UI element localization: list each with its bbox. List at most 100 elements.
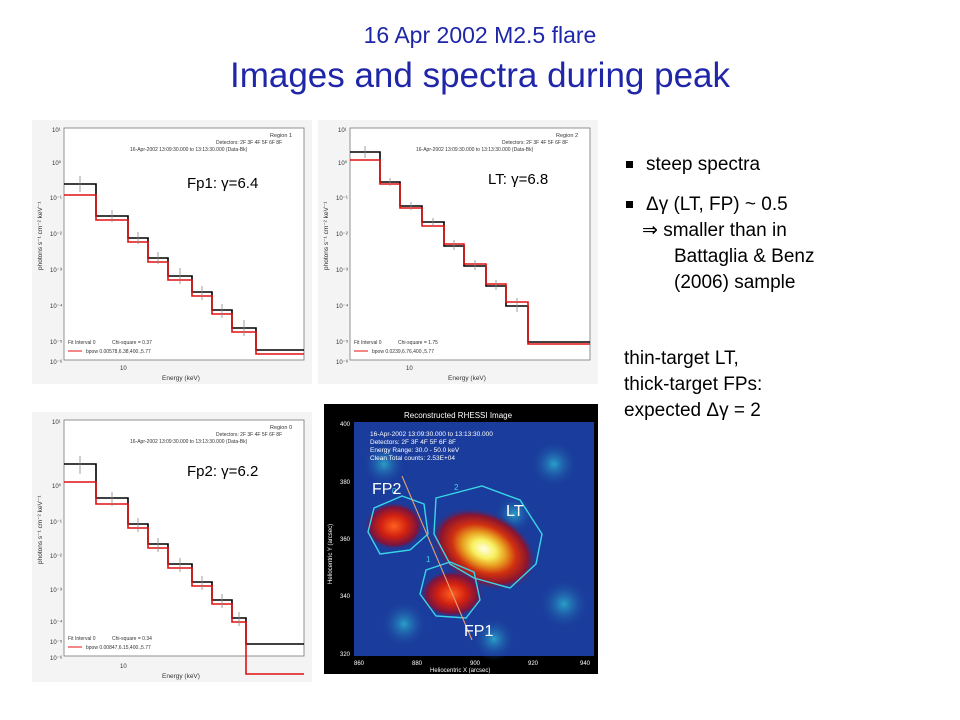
ytick-label: 380	[340, 480, 351, 486]
x-tick-label: 10	[406, 366, 413, 372]
image-info-line: Energy Range: 30.0 - 50.0 keV	[370, 447, 460, 454]
ytick-label: 10¹	[338, 128, 347, 134]
note-line: thin-target LT,	[624, 348, 739, 369]
image-info-line: Detectors: 2F 3F 4F 5F 6F 8F	[370, 439, 456, 446]
ytick-label: 10⁻³	[50, 588, 62, 594]
ytick-label: 340	[340, 594, 351, 600]
bullet-subtext: Battaglia & Benz	[674, 246, 815, 267]
spectrum-plot-lt: 10¹ 10⁰ 10⁻¹ 10⁻² 10⁻³ 10⁻⁴ 10⁻⁵ 10⁻⁶ ph…	[318, 120, 598, 384]
ytick-label: 10⁰	[52, 483, 62, 490]
ytick-label: 10⁻²	[336, 232, 348, 238]
ytick-label: 400	[340, 422, 351, 428]
chi-square-text: Chi-square = 0.37	[112, 340, 152, 346]
xtick-label: 900	[470, 661, 481, 667]
y-axis-label: photons s⁻¹ cm⁻² keV⁻¹	[37, 201, 44, 270]
error-bars	[364, 146, 518, 312]
region-label: Region 1	[270, 133, 292, 139]
model-text: bpow 0.00847,6.15,400.,5.77	[86, 645, 151, 651]
ytick-label: 10⁻⁶	[50, 655, 63, 662]
ytick-label: 10¹	[52, 128, 61, 134]
detectors-text: Detectors: 2F 3F 4F 5F 6F 8F	[216, 432, 282, 438]
chi-square-text: Chi-square = 0.34	[112, 636, 152, 642]
region-number: 1	[426, 555, 431, 564]
rhessi-image: 0 2 1 Reconstructed RHESSI Image 16-Apr-…	[324, 404, 598, 674]
ytick-label: 10⁻⁶	[50, 359, 63, 366]
gamma-label-fp1: Fp1: γ=6.4	[187, 175, 258, 192]
detectors-text: Detectors: 2F 3F 4F 5F 6F 8F	[216, 140, 282, 146]
ytick-label: 10⁻³	[336, 268, 348, 274]
image-title: Reconstructed RHESSI Image	[404, 411, 513, 420]
x-axis-label: Energy (keV)	[162, 375, 200, 382]
ytick-label: 10⁻⁴	[50, 303, 63, 310]
model-text: bpow 0.0239,6.76,400.,5.77	[372, 349, 434, 355]
detectors-text: Detectors: 2F 3F 4F 5F 6F 8F	[502, 140, 568, 146]
bullet-subtext: (2006) sample	[674, 272, 796, 293]
ytick-label: 10⁰	[52, 160, 62, 167]
xtick-label: 880	[412, 661, 423, 667]
fit-interval-text: Fit Interval 0	[68, 340, 96, 346]
ytick-label: 10⁻⁵	[336, 339, 349, 346]
lt-label: LT	[506, 503, 524, 520]
x-tick-label: 10	[120, 366, 127, 372]
fit-interval-text: Fit Interval 0	[354, 340, 382, 346]
bullet-item: steep spectra	[626, 152, 814, 178]
fp2-label: FP2	[372, 481, 401, 498]
gamma-label-fp2: Fp2: γ=6.2	[187, 463, 258, 480]
rhessi-image-panel: 0 2 1 Reconstructed RHESSI Image 16-Apr-…	[324, 404, 598, 674]
expectation-note: thin-target LT, thick-target FPs: expect…	[624, 346, 762, 424]
note-line: thick-target FPs:	[624, 374, 763, 395]
gamma-label-lt: LT: γ=6.8	[488, 171, 548, 188]
ytick-label: 10⁻¹	[50, 520, 62, 526]
ytick-label: 10⁰	[338, 160, 348, 167]
error-bars	[79, 456, 240, 626]
ytick-label: 10⁻⁵	[50, 339, 63, 346]
ytick-label: 10⁻¹	[336, 196, 348, 202]
x-tick-label: 10	[120, 664, 127, 670]
ytick-label: 10⁻⁴	[50, 619, 63, 626]
spectrum-plot-fp1: 10¹ 10⁰ 10⁻¹ 10⁻² 10⁻³ 10⁻⁴ 10⁻⁵ 10⁻⁶ ph…	[32, 120, 312, 384]
x-axis-label: Energy (keV)	[448, 375, 486, 382]
bullet-item: Δγ (LT, FP) ~ 0.5	[626, 192, 814, 218]
model-text: bpow 0.00578,6.38,400.,5.77	[86, 349, 151, 355]
chi-square-text: Chi-square = 1.75	[398, 340, 438, 346]
bullet-text: Δγ (LT, FP) ~ 0.5	[646, 194, 788, 215]
spectrum-plot-fp2: 10¹ 10⁰ 10⁻¹ 10⁻² 10⁻³ 10⁻⁴ 10⁻⁵ 10⁻⁶ ph…	[32, 412, 312, 682]
ytick-label: 10⁻²	[50, 554, 62, 560]
region-1-outline	[419, 561, 481, 619]
ytick-label: 10⁻⁵	[50, 639, 63, 646]
spectrum-panel-fp2: 10¹ 10⁰ 10⁻¹ 10⁻² 10⁻³ 10⁻⁴ 10⁻⁵ 10⁻⁶ ph…	[32, 412, 312, 682]
x-axis-label: Heliocentric X (arcsec)	[430, 668, 490, 674]
time-range-text: 16-Apr-2002 13:09:30.000 to 13:13:30.000…	[130, 439, 248, 445]
bullet-subtext: ⇒ smaller than in	[642, 220, 787, 241]
spectrum-panel-fp1: 10¹ 10⁰ 10⁻¹ 10⁻² 10⁻³ 10⁻⁴ 10⁻⁵ 10⁻⁶ ph…	[32, 120, 312, 384]
spectrum-panel-lt: 10¹ 10⁰ 10⁻¹ 10⁻² 10⁻³ 10⁻⁴ 10⁻⁵ 10⁻⁶ ph…	[318, 120, 598, 384]
y-axis-label: Heliocentric Y (arcsec)	[328, 524, 334, 584]
xtick-label: 940	[580, 661, 591, 667]
time-range-text: 16-Apr-2002 13:09:30.000 to 13:13:30.000…	[130, 147, 248, 153]
region-number: 2	[454, 483, 459, 492]
y-axis-label: photons s⁻¹ cm⁻² keV⁻¹	[323, 201, 330, 270]
time-range-text: 16-Apr-2002 13:09:30.000 to 13:13:30.000…	[416, 147, 534, 153]
error-bars	[79, 176, 245, 336]
slide-subtitle: 16 Apr 2002 M2.5 flare	[363, 22, 597, 48]
bullet-text: steep spectra	[646, 154, 761, 175]
slide-title: Images and spectra during peak	[229, 56, 731, 95]
note-line: expected Δγ = 2	[624, 400, 761, 421]
ytick-label: 10⁻⁴	[336, 303, 349, 310]
xtick-label: 860	[354, 661, 365, 667]
ytick-label: 10⁻³	[50, 268, 62, 274]
ytick-label: 10⁻²	[50, 232, 62, 238]
ytick-label: 10¹	[52, 420, 61, 426]
ytick-label: 10⁻⁶	[336, 359, 349, 366]
region-label: Region 2	[556, 133, 578, 139]
ytick-label: 10⁻¹	[50, 196, 62, 202]
x-axis-label: Energy (keV)	[162, 673, 200, 680]
ytick-label: 320	[340, 652, 351, 658]
fit-interval-text: Fit Interval 0	[68, 636, 96, 642]
square-bullet-icon	[626, 161, 633, 168]
xtick-label: 920	[528, 661, 539, 667]
region-0-outline	[367, 495, 429, 555]
square-bullet-icon	[626, 201, 633, 208]
image-info-line: Clean Total counts: 2.53E+04	[370, 455, 455, 462]
y-axis-label: photons s⁻¹ cm⁻² keV⁻¹	[37, 495, 44, 564]
